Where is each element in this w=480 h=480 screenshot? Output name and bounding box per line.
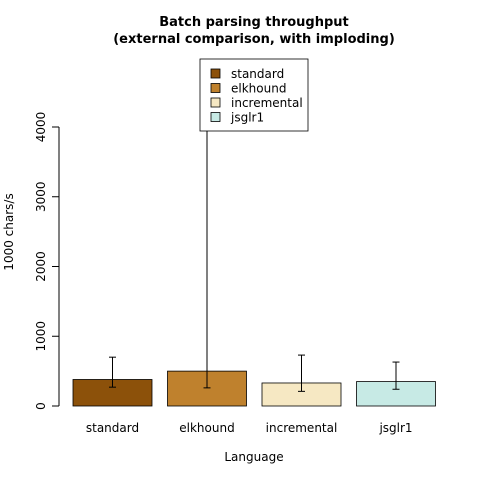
y-tick-label: 3000 — [34, 181, 48, 212]
y-tick-label: 0 — [34, 402, 48, 410]
legend-label-elkhound: elkhound — [231, 82, 286, 96]
chart-subtitle: (external comparison, with imploding) — [113, 32, 395, 47]
x-tick-label-elkhound: elkhound — [179, 421, 234, 435]
legend-label-incremental: incremental — [231, 96, 303, 110]
x-tick-label-standard: standard — [86, 421, 139, 435]
y-axis-label: 1000 chars/s — [2, 193, 16, 270]
y-tick-label: 2000 — [34, 251, 48, 282]
legend-swatch-standard — [210, 68, 221, 79]
x-axis-label: Language — [224, 450, 283, 464]
x-tick-label-incremental: incremental — [266, 421, 338, 435]
bars — [72, 370, 436, 407]
legend-label-standard: standard — [231, 67, 284, 81]
y-tick-label: 1000 — [34, 321, 48, 352]
y-axis: 0 1000 2000 3000 4000 — [34, 112, 60, 410]
chart-title: Batch parsing throughput — [159, 15, 349, 30]
legend-swatch-elkhound — [210, 83, 221, 93]
x-tick-label-jsglr1: jsglr1 — [378, 421, 412, 435]
y-tick-label: 4000 — [34, 112, 48, 143]
legend-swatch-jsglr1 — [210, 112, 221, 122]
legend-swatch-incremental — [210, 97, 221, 108]
x-tick-labels: standard elkhound incremental jsglr1 — [86, 421, 413, 435]
legend-label-jsglr1: jsglr1 — [230, 111, 264, 125]
